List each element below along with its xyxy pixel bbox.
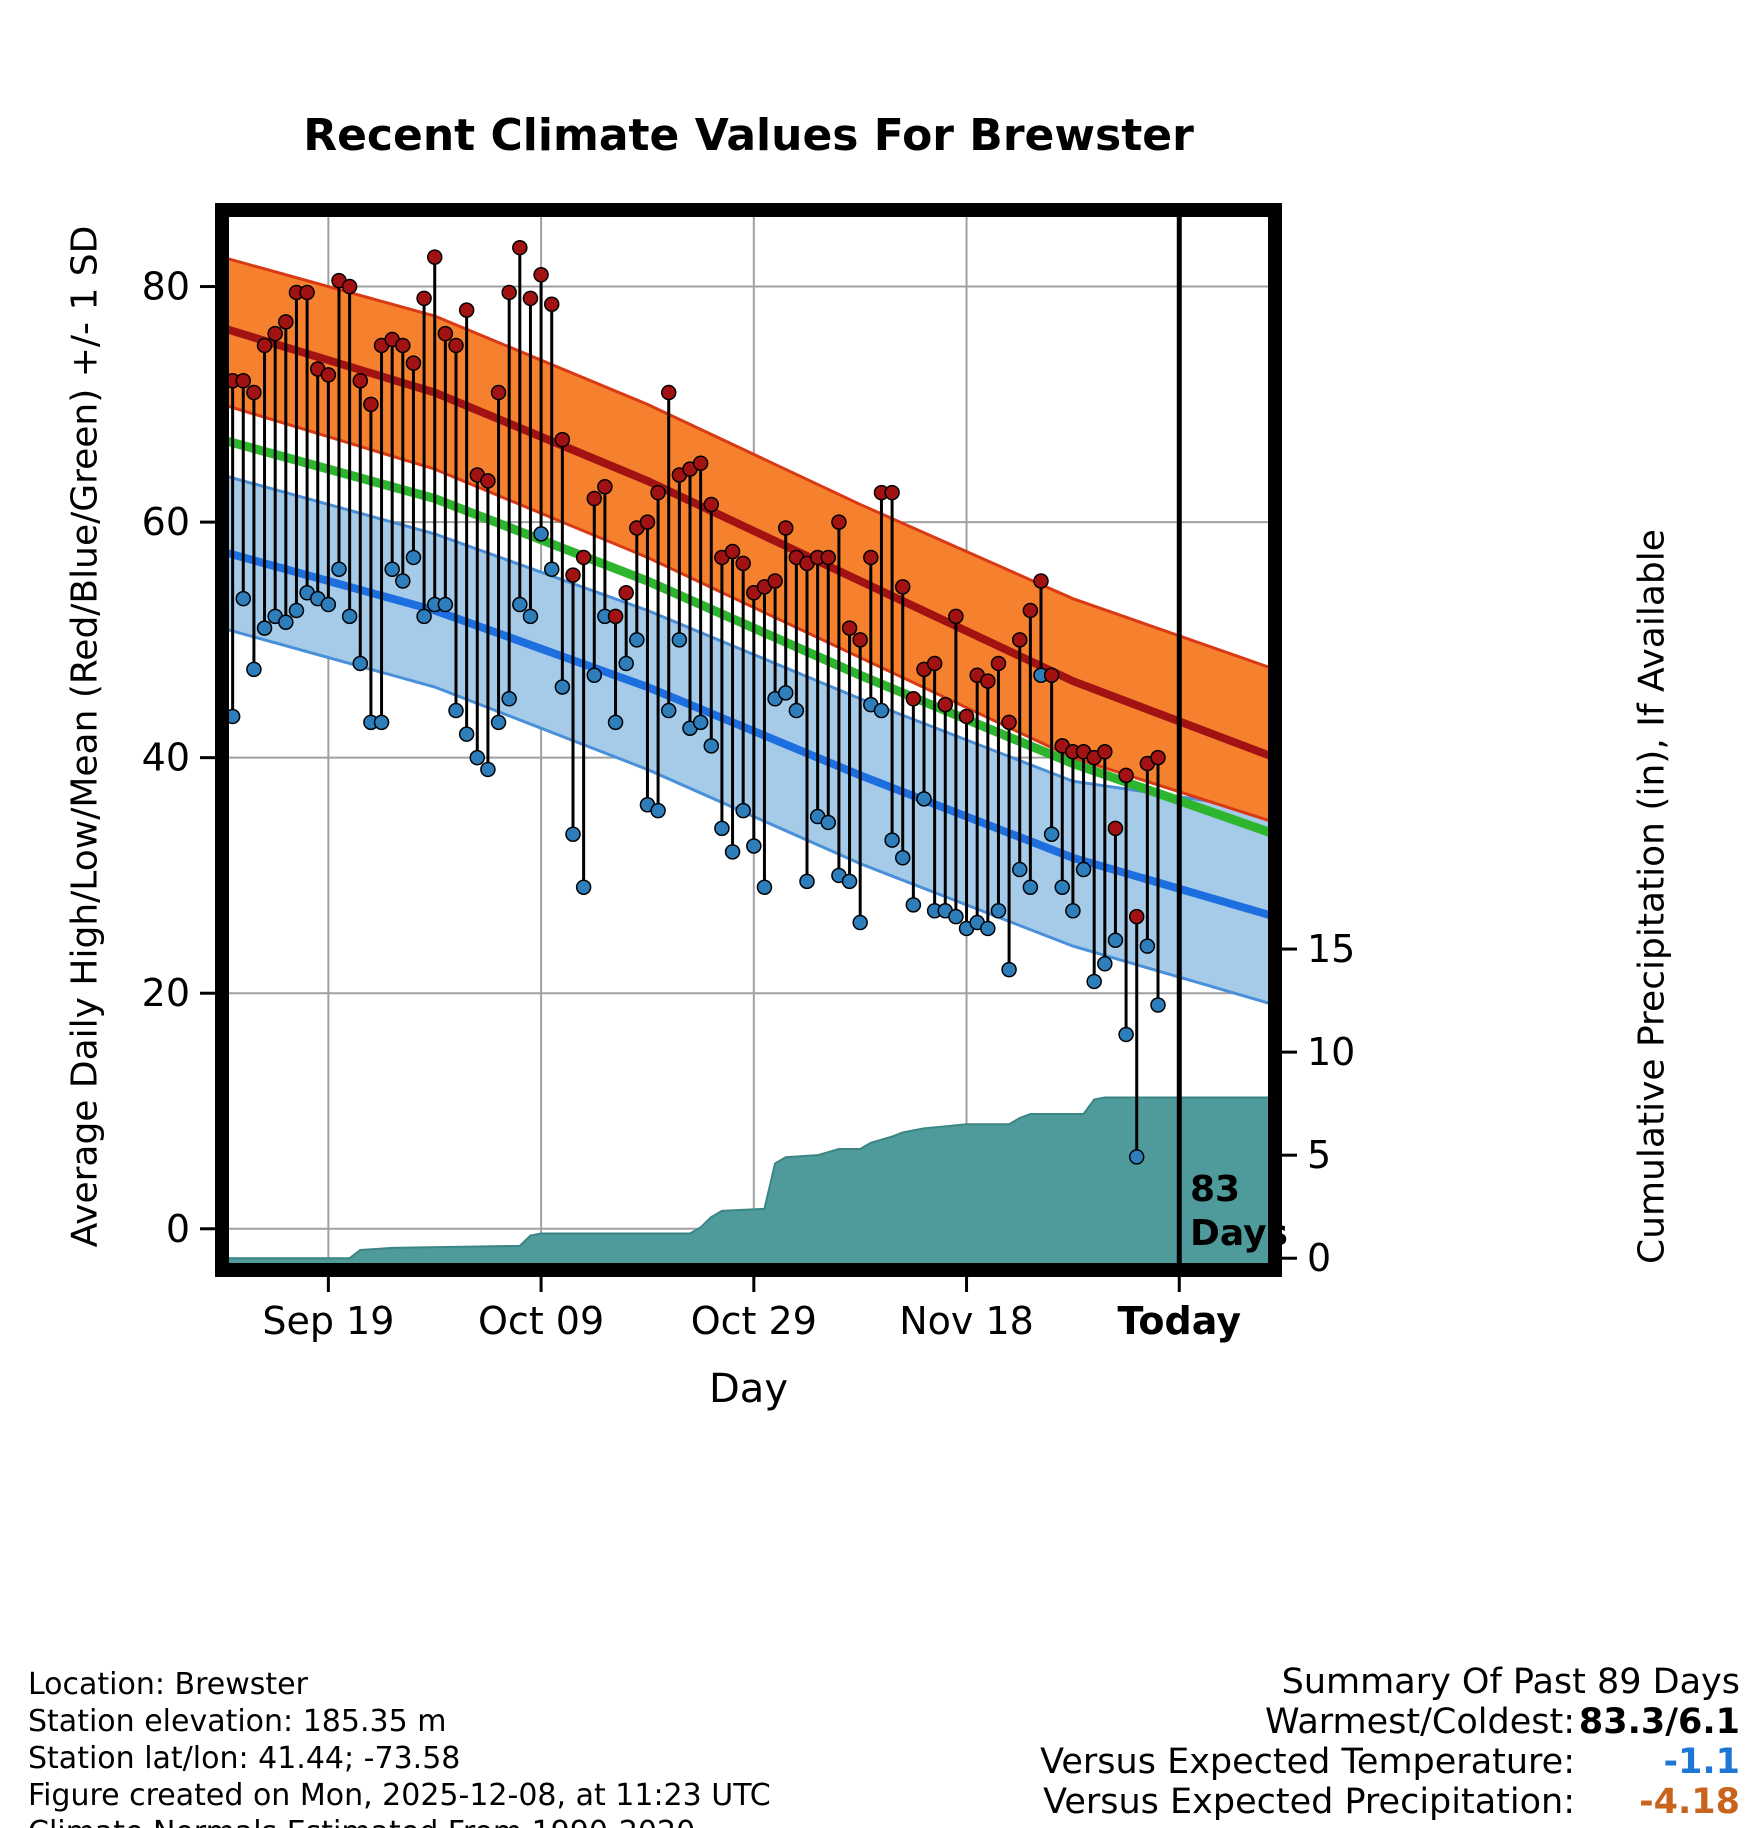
svg-text:15: 15: [1307, 927, 1355, 971]
svg-text:5: 5: [1307, 1133, 1331, 1177]
svg-text:Today: Today: [1118, 1299, 1242, 1343]
footer-location: Location: Brewster: [28, 1667, 308, 1702]
footer-latlon: Station lat/lon: 41.44; -73.58: [28, 1741, 461, 1776]
summary-warmest-row: Warmest/Coldest: 83.3/6.1: [1040, 1702, 1740, 1742]
footer-info: Location: Brewster Station elevation: 18…: [28, 1666, 771, 1828]
svg-text:Nov 18: Nov 18: [899, 1299, 1034, 1343]
svg-text:40: 40: [142, 736, 190, 780]
summary-vs-temp-value: -1.1: [1663, 1742, 1740, 1782]
svg-text:Oct 29: Oct 29: [691, 1299, 817, 1343]
chart-title: Recent Climate Values For Brewster: [303, 110, 1194, 161]
footer-elevation: Station elevation: 185.35 m: [28, 1704, 447, 1739]
summary-vs-temp-label: Versus Expected Temperature:: [1040, 1742, 1575, 1782]
svg-text:0: 0: [166, 1207, 190, 1251]
svg-text:60: 60: [142, 500, 190, 544]
x-axis-label: Day: [709, 1366, 788, 1412]
svg-text:0: 0: [1307, 1236, 1331, 1280]
y-axis-right-label: Cumulative Precipitation (in), If Availa…: [1631, 529, 1673, 1264]
days-annotation-word: Days: [1190, 1213, 1288, 1254]
days-annotation-count: 83: [1190, 1169, 1241, 1210]
summary-warmest-label: Warmest/Coldest:: [1264, 1702, 1575, 1742]
summary-title: Summary Of Past 89 Days: [1281, 1662, 1740, 1702]
summary-vs-temp-row: Versus Expected Temperature: -1.1: [1040, 1742, 1740, 1782]
footer-created: Figure created on Mon, 2025-12-08, at 11…: [28, 1778, 771, 1813]
svg-text:20: 20: [142, 971, 190, 1015]
svg-text:80: 80: [142, 265, 190, 309]
svg-text:10: 10: [1307, 1030, 1355, 1074]
summary-panel: Summary Of Past 89 Days Warmest/Coldest:…: [1040, 1662, 1740, 1822]
summary-warmest-value: 83.3/6.1: [1578, 1702, 1740, 1742]
days-annotation: 83 Days: [1190, 1168, 1288, 1256]
summary-vs-precip-row: Versus Expected Precipitation: -4.18: [1040, 1782, 1740, 1822]
svg-text:Oct 09: Oct 09: [478, 1299, 604, 1343]
y-axis-left-label: Average Daily High/Low/Mean (Red/Blue/Gr…: [64, 225, 106, 1248]
svg-text:Sep 19: Sep 19: [262, 1299, 394, 1343]
summary-vs-precip-label: Versus Expected Precipitation:: [1043, 1782, 1575, 1822]
footer-normals: Climate Normals Estimated From 1990-2020: [28, 1814, 771, 1828]
summary-vs-precip-value: -4.18: [1639, 1782, 1740, 1822]
